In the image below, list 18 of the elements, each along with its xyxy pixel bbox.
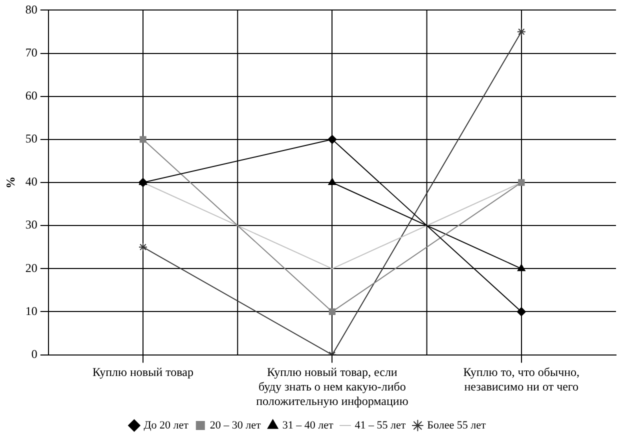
y-tick-label: 10 [25, 304, 38, 318]
y-tick-label: 80 [25, 2, 38, 16]
y-tick-label: 70 [25, 45, 38, 60]
legend-label: 31 – 40 лет [282, 419, 334, 432]
legend-label: 41 – 55 лет [354, 419, 406, 432]
y-tick-label: 60 [25, 88, 38, 103]
legend-label: До 20 лет [144, 419, 189, 432]
legend-label: 20 – 30 лет [210, 419, 262, 432]
y-axis-title: % [3, 176, 18, 188]
y-tick-label: 40 [25, 174, 38, 189]
x-tick-label: Куплю то, что обычно, независимо ни от чего [463, 365, 580, 394]
x-tick-label: Куплю новый товар, если буду знать о нем какую-либо положительную информацию [256, 365, 408, 408]
legend-label: Более 55 лет [427, 419, 486, 432]
y-tick-label: 0 [31, 346, 38, 361]
y-tick-label: 20 [25, 260, 38, 275]
x-tick-label: Куплю новый товар [92, 365, 194, 380]
y-tick-label: 30 [25, 218, 38, 232]
y-tick-label: 50 [25, 132, 38, 146]
